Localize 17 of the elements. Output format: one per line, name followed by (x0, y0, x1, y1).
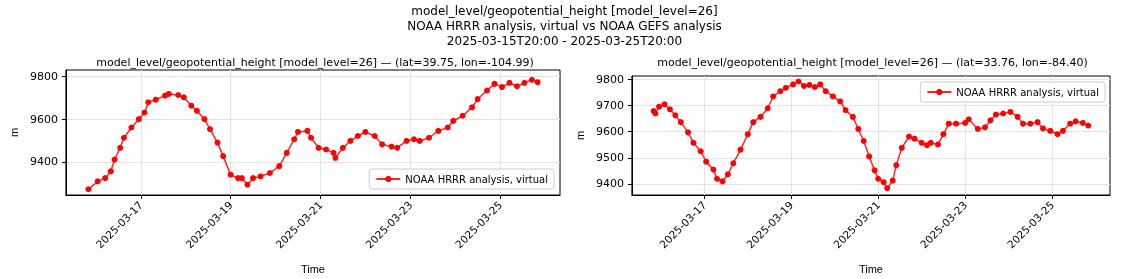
y-tick-label: 9600 (595, 125, 624, 139)
y-tick-label: 9500 (595, 151, 624, 165)
chart-title: model_level/geopotential_height [model_level=26] — (lat=33.76, lon=-84.40) (657, 56, 1088, 69)
y-tick-label: 9400 (29, 155, 58, 169)
chart-title: model_level/geopotential_height [model_level=26] — (lat=39.75, lon=-104.99) (96, 56, 534, 69)
x-axis-title: Time (858, 262, 883, 275)
y-tick-label: 9800 (29, 69, 58, 83)
legend-label: NOAA HRRR analysis, virtual (405, 173, 549, 185)
x-axis-title: Time (300, 262, 325, 275)
y-tick-label: 9700 (595, 98, 624, 112)
text: model_level/geopotential_height [model_level=26] NOAA HRRR analysis, virtual vs NOAA GEFS analysis 2025-03-15T20:00 - 2025-03-25T20:00 (406, 4, 723, 49)
y-axis-title: m (7, 127, 20, 138)
y-tick-label: 9800 (595, 72, 624, 86)
y-tick-label: 9400 (595, 177, 624, 191)
legend-label: NOAA HRRR analysis, virtual (956, 86, 1100, 98)
y-axis-title: m (573, 130, 586, 141)
y-tick-label: 9600 (29, 112, 58, 126)
